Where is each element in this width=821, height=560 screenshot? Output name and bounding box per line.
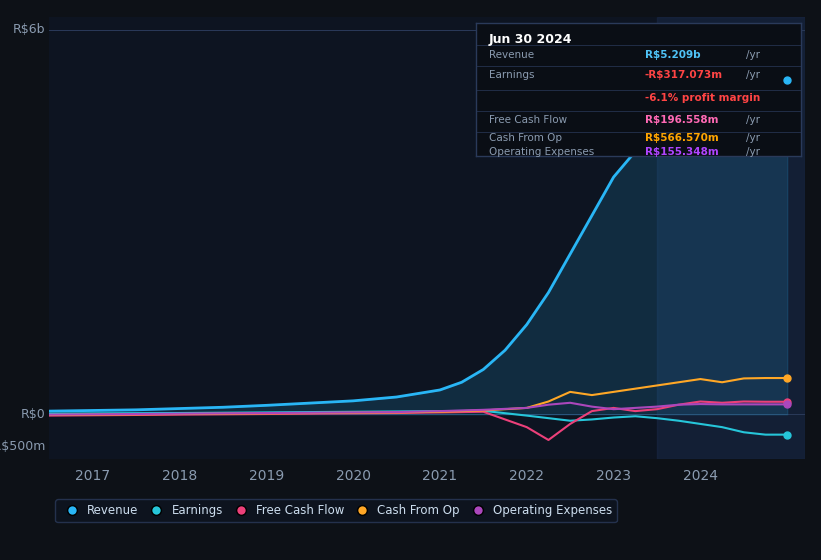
Text: R$6b: R$6b — [13, 23, 45, 36]
Legend: Revenue, Earnings, Free Cash Flow, Cash From Op, Operating Expenses: Revenue, Earnings, Free Cash Flow, Cash … — [55, 500, 617, 522]
Text: R$0: R$0 — [21, 408, 45, 421]
Text: -R$500m: -R$500m — [0, 440, 45, 453]
Bar — [657, 17, 805, 459]
